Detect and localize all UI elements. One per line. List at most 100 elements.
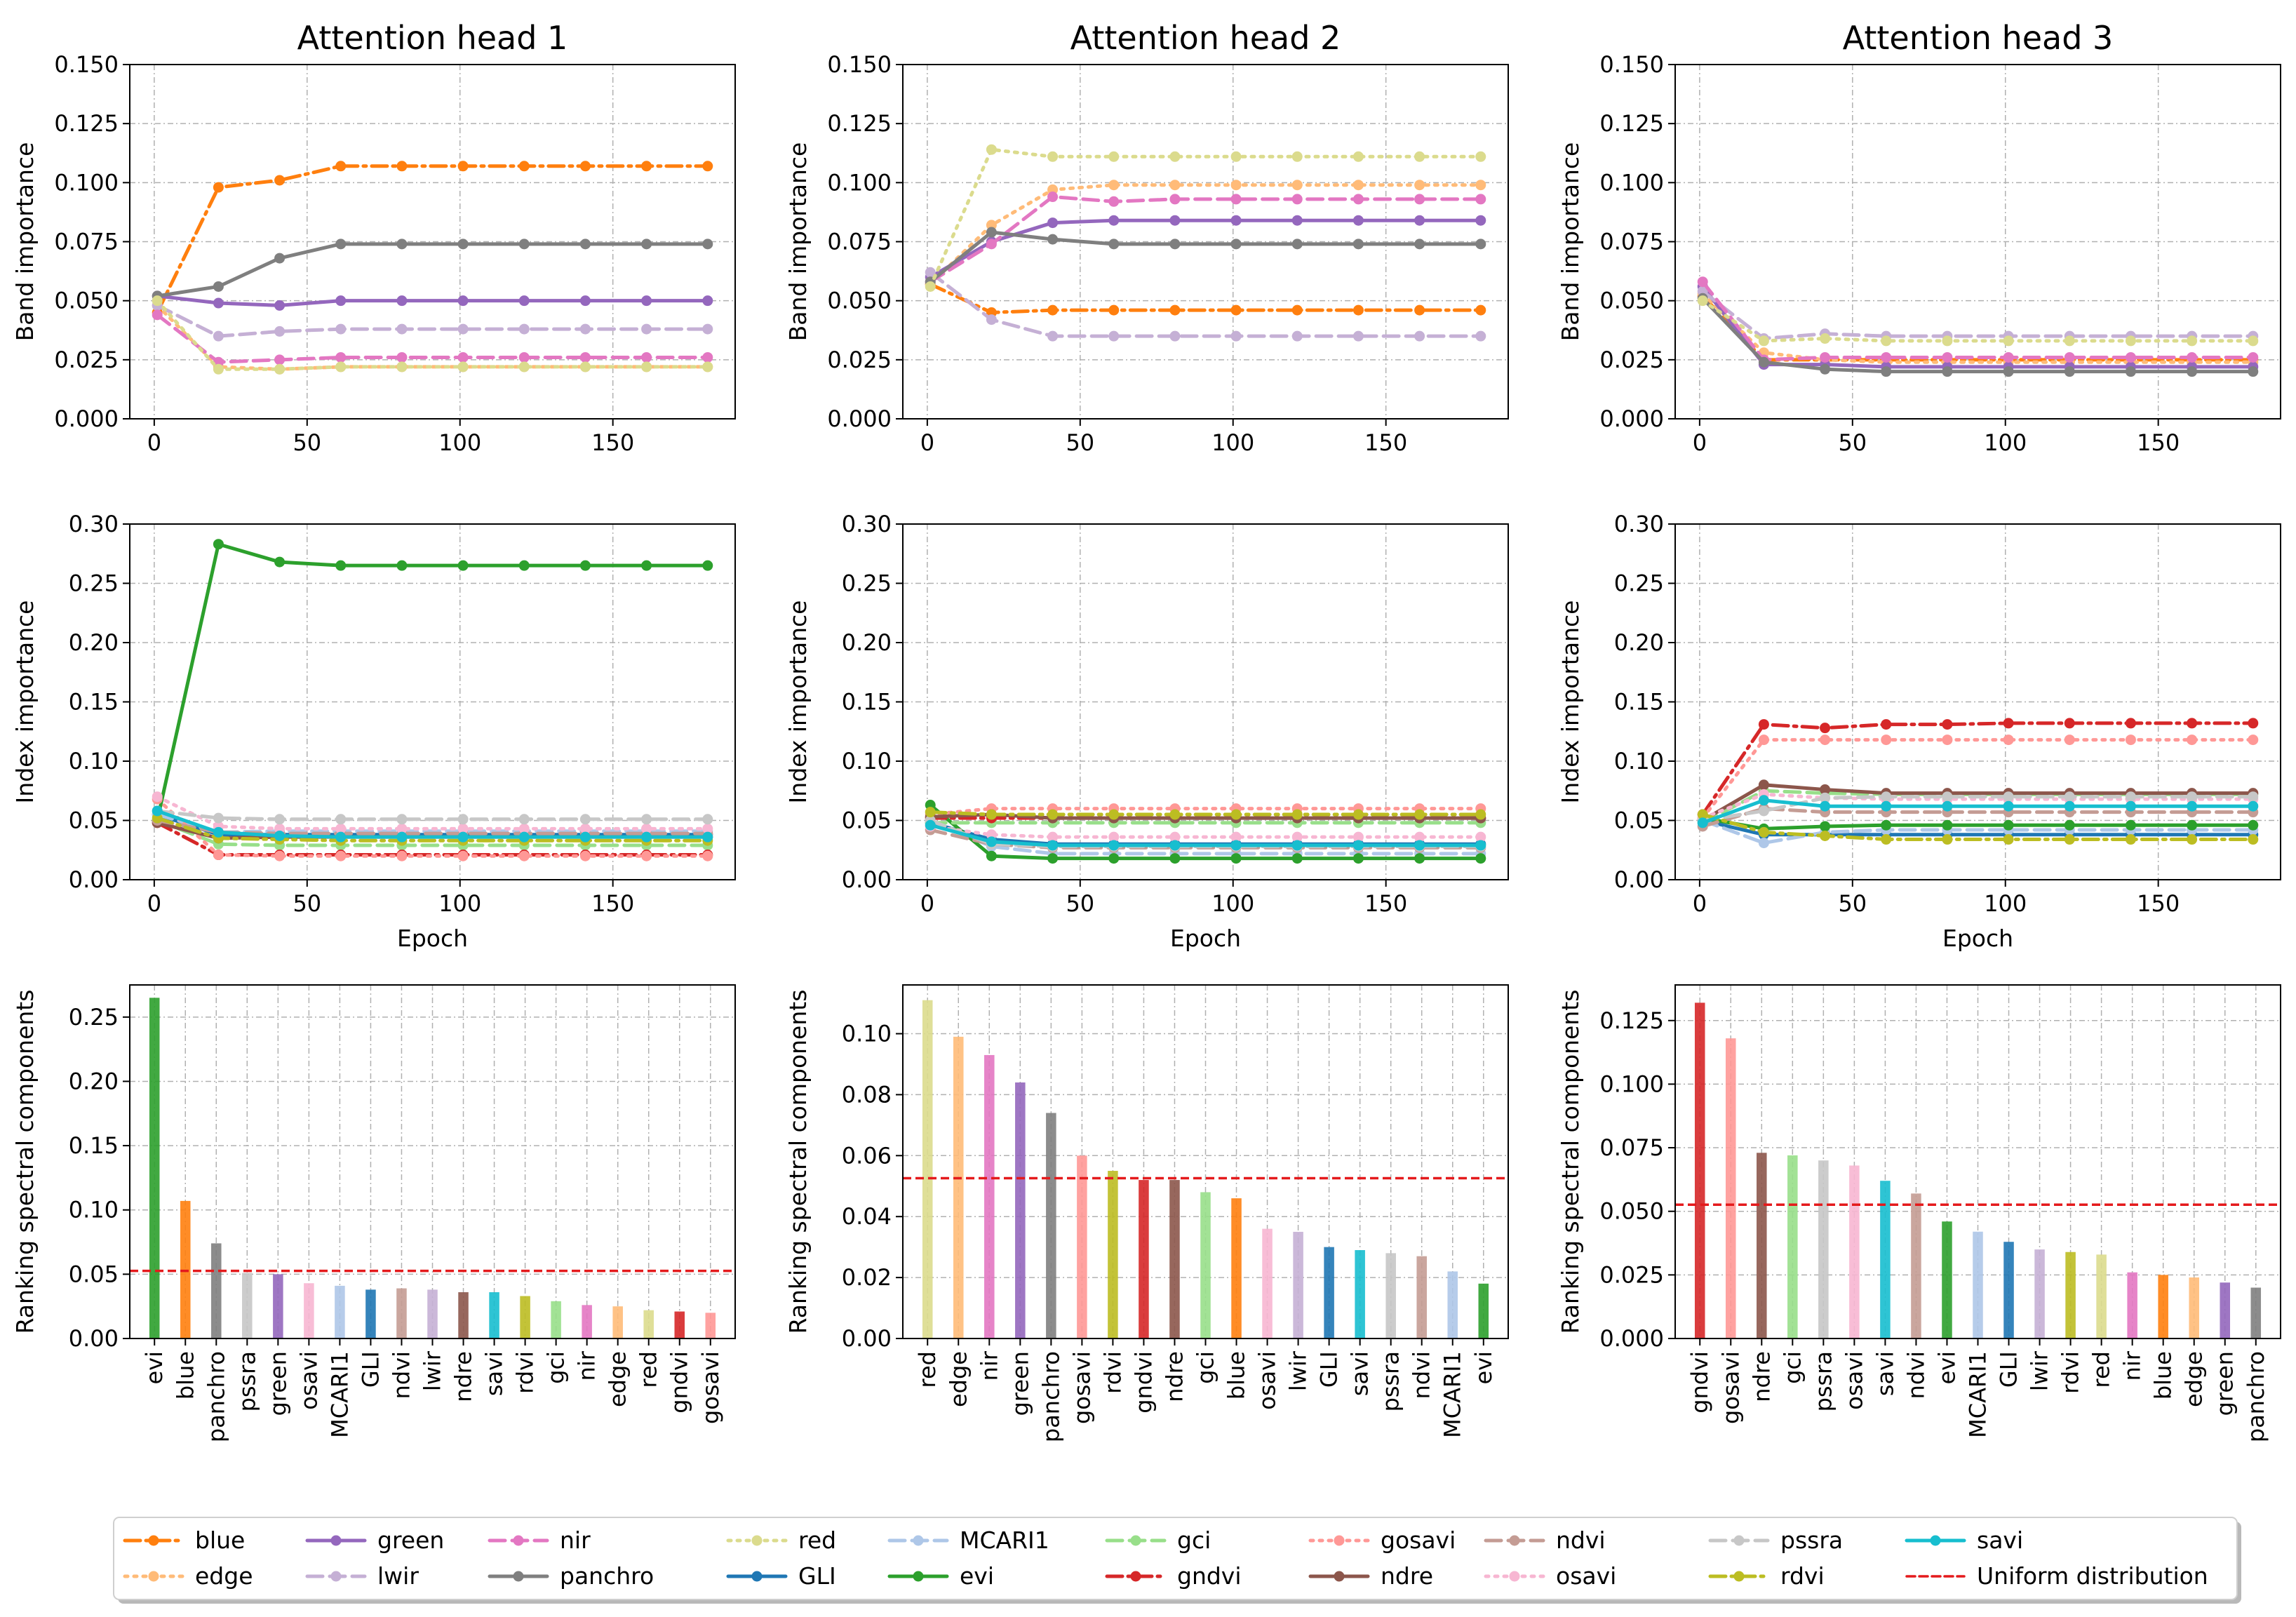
- x-tick-label: 100: [1211, 429, 1254, 456]
- x-tick-label: 50: [293, 429, 321, 456]
- point-red: [1475, 151, 1486, 162]
- point-pssra: [2064, 791, 2075, 803]
- series-line-gndvi: [1700, 721, 2255, 817]
- y-tick-label: 0.100: [1599, 1071, 1664, 1097]
- point-red: [457, 361, 469, 373]
- point-osavi: [518, 823, 530, 834]
- point-nir: [396, 351, 408, 363]
- y-tick-label: 0.02: [842, 1264, 892, 1291]
- series-pssra: [152, 805, 713, 825]
- x-tick-label: green: [264, 1351, 291, 1416]
- panel-1: 0.000 0.025 0.050 0.075 0.100 0.125 0.150 0 50 10…: [11, 19, 736, 456]
- y-tick-label: 0.30: [1614, 511, 1664, 537]
- x-tick-label: 100: [1984, 429, 2027, 456]
- bar-edge: [2189, 1277, 2199, 1338]
- point-gosavi: [579, 850, 591, 861]
- bar-red: [2096, 1254, 2107, 1338]
- bar-gndvi: [1694, 1002, 1705, 1338]
- x-tick-label: 150: [2137, 890, 2180, 917]
- point-panchro: [2064, 366, 2075, 377]
- point-gndvi: [1820, 723, 1831, 734]
- x-tick-label: gndvi: [1686, 1351, 1713, 1414]
- point-red: [1758, 335, 1769, 347]
- point-gosavi: [335, 850, 347, 861]
- point-savi: [1881, 800, 1892, 812]
- bar-edge: [953, 1036, 964, 1338]
- point-blue: [274, 175, 286, 186]
- panel-7: 0.00 0.05 0.10 0.15 0.20 0.25 evi blue panchro ps…: [11, 984, 736, 1442]
- x-tick-label: edge: [2181, 1351, 2208, 1407]
- point-gosavi: [457, 850, 469, 861]
- point-red: [1352, 151, 1364, 162]
- x-tick-label: 50: [1066, 429, 1094, 456]
- point-gndvi: [2064, 718, 2075, 729]
- point-rdvi: [1475, 809, 1486, 820]
- legend-item-MCARI1: MCARI1: [887, 1527, 1049, 1554]
- point-red: [2187, 335, 2198, 347]
- point-green: [1352, 215, 1364, 226]
- point-evi: [2125, 819, 2136, 831]
- point-savi: [1108, 840, 1120, 851]
- y-tick-label: 0.15: [69, 689, 119, 716]
- point-evi: [1414, 853, 1425, 864]
- y-tick-label: 0.050: [1599, 1198, 1664, 1225]
- series-line-blue: [928, 282, 1483, 314]
- legend-label-savi: savi: [1977, 1527, 2023, 1554]
- point-rdvi: [1291, 809, 1303, 820]
- series-osavi: [152, 791, 713, 834]
- series-line-gosavi: [928, 807, 1483, 817]
- point-green: [1108, 215, 1120, 226]
- point-rdvi: [1047, 809, 1059, 820]
- series-line-nir: [1700, 280, 2255, 362]
- legend-label-gci: gci: [1177, 1527, 1211, 1554]
- y-axis-label: Index importance: [784, 600, 812, 804]
- legend-item-panchro: panchro: [488, 1562, 654, 1590]
- point-evi: [1291, 853, 1303, 864]
- point-blue: [579, 161, 591, 172]
- point-red: [1414, 151, 1425, 162]
- y-tick-label: 0.30: [69, 511, 119, 537]
- point-lwir: [1047, 330, 1059, 342]
- series-green: [925, 215, 1486, 283]
- point-green: [274, 300, 286, 311]
- legend-label-nir: nir: [560, 1527, 591, 1554]
- x-tick-label: 100: [438, 429, 481, 456]
- point-panchro: [1108, 239, 1120, 250]
- series-line-green: [928, 218, 1483, 279]
- point-edge: [1169, 180, 1181, 191]
- point-panchro: [335, 239, 347, 250]
- grid: [1675, 523, 2281, 880]
- y-tick-label: 0.125: [1599, 1007, 1664, 1034]
- legend-label-blue: blue: [195, 1527, 245, 1554]
- y-tick-label: 0.125: [827, 110, 892, 137]
- x-tick-label: 0: [1693, 429, 1707, 456]
- point-panchro: [2003, 366, 2014, 377]
- point-gndvi: [2003, 718, 2014, 729]
- chart-title: Attention head 1: [297, 19, 568, 57]
- point-panchro: [1820, 363, 1831, 375]
- y-tick-label: 0.20: [69, 629, 119, 656]
- point-nir: [1352, 194, 1364, 205]
- point-pssra: [2248, 791, 2259, 803]
- legend-label-lwir: lwir: [377, 1562, 419, 1590]
- bar-ndvi: [1416, 1256, 1427, 1338]
- series-line-pssra: [155, 809, 710, 821]
- x-tick-label: lwir: [419, 1350, 446, 1391]
- point-rdvi: [1230, 809, 1242, 820]
- bar-blue: [2158, 1275, 2168, 1338]
- point-rdvi: [2003, 834, 2014, 845]
- point-evi: [1942, 819, 1953, 831]
- y-tick-label: 0.125: [1599, 110, 1664, 137]
- series-line-blue: [1700, 294, 2255, 362]
- y-tick-label: 0.00: [842, 1325, 892, 1352]
- x-tick-label: pssra: [1378, 1351, 1404, 1411]
- legend-label-gndvi: gndvi: [1177, 1562, 1242, 1590]
- x-tick-label: pssra: [234, 1351, 260, 1411]
- point-osavi: [1108, 831, 1120, 843]
- x-tick-label: 0: [147, 890, 161, 917]
- point-evi: [1230, 853, 1242, 864]
- x-axis-label: Epoch: [1942, 925, 2013, 952]
- series-savi: [152, 805, 713, 843]
- x-tick-label: 100: [1211, 890, 1254, 917]
- bar-MCARI1: [335, 1285, 345, 1338]
